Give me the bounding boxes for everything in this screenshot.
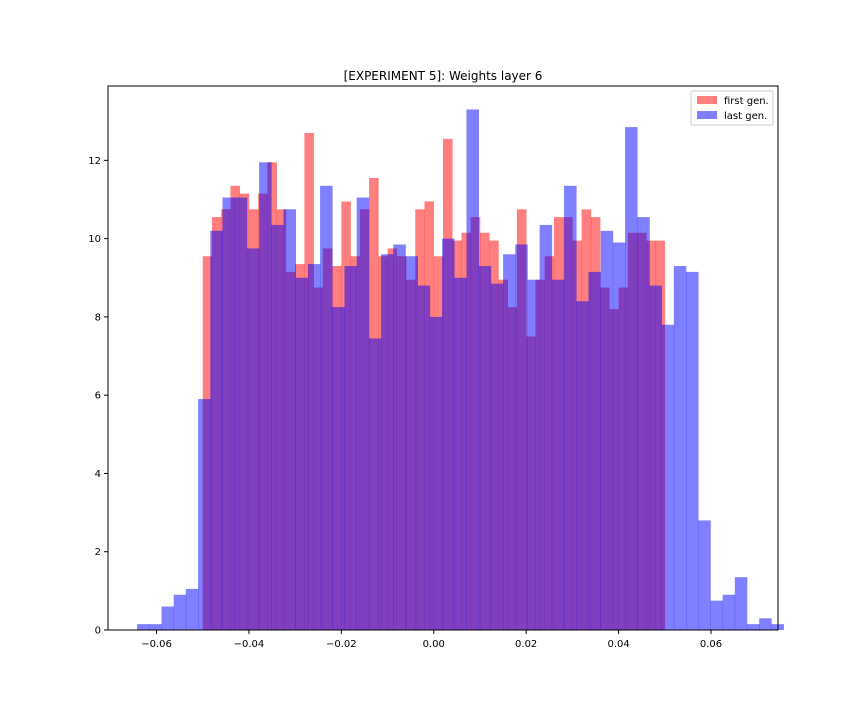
bar-last-gen-15 — [320, 185, 333, 630]
bar-last-gen-38 — [600, 230, 614, 630]
bar-last-gen-37 — [588, 271, 601, 630]
bar-last-gen-19 — [368, 338, 382, 630]
legend-swatch-first-gen — [697, 96, 717, 104]
bar-last-gen-11 — [271, 224, 284, 631]
legend: first gen. last gen. — [690, 90, 774, 126]
y-tick-label: 4 — [95, 469, 101, 480]
bar-last-gen-25 — [442, 238, 455, 630]
x-tick-label: 0.02 — [515, 639, 537, 650]
x-tick-label: 0.04 — [607, 639, 629, 650]
bar-last-gen-1 — [149, 624, 162, 630]
bar-last-gen-12 — [283, 209, 296, 630]
bar-last-gen-0 — [137, 624, 150, 630]
bar-last-gen-48 — [722, 594, 736, 630]
bar-last-gen-45 — [686, 271, 699, 630]
plot-area-frame — [107, 85, 779, 631]
y-tick-label: 0 — [95, 626, 101, 637]
bars-layer — [137, 109, 784, 631]
bar-last-gen-23 — [417, 285, 431, 630]
bar-last-gen-7 — [222, 197, 235, 631]
bar-last-gen-14 — [307, 264, 321, 630]
bar-last-gen-31 — [515, 244, 528, 630]
x-axis: −0.06 −0.04 −0.02 0.00 0.02 0.04 0.06 — [141, 630, 722, 650]
bar-last-gen-21 — [393, 244, 406, 630]
bar-last-gen-35 — [564, 185, 577, 630]
bar-last-gen-36 — [576, 301, 589, 630]
bar-last-gen-51 — [759, 618, 772, 630]
bar-last-gen-18 — [356, 197, 370, 631]
bar-last-gen-29 — [490, 283, 504, 630]
bar-last-gen-4 — [185, 588, 199, 630]
x-tick-label: 0.00 — [423, 639, 445, 650]
bar-last-gen-33 — [539, 224, 553, 631]
bar-last-gen-44 — [673, 266, 687, 630]
y-tick-label: 8 — [95, 312, 101, 323]
bar-last-gen-13 — [295, 277, 309, 630]
bar-last-gen-16 — [332, 307, 345, 630]
legend-label-last-gen: last gen. — [724, 111, 767, 122]
x-tick-label: 0.06 — [700, 639, 722, 650]
x-tick-label: −0.04 — [234, 639, 265, 650]
bar-last-gen-40 — [625, 127, 638, 630]
y-tick-label: 2 — [95, 547, 101, 558]
bar-last-gen-34 — [551, 279, 565, 630]
bar-last-gen-28 — [478, 266, 492, 630]
bar-last-gen-6 — [210, 230, 223, 630]
bar-last-gen-24 — [429, 316, 443, 630]
bar-last-gen-9 — [246, 248, 260, 630]
bar-last-gen-43 — [661, 324, 675, 630]
y-tick-label: 10 — [88, 234, 101, 245]
y-axis: 0 2 4 6 8 10 12 — [88, 156, 108, 637]
bar-last-gen-32 — [527, 279, 540, 630]
bar-last-gen-8 — [234, 197, 248, 631]
x-tick-label: −0.02 — [326, 639, 357, 650]
bar-last-gen-10 — [259, 162, 272, 631]
bar-last-gen-26 — [454, 277, 467, 630]
bar-last-gen-42 — [649, 285, 662, 630]
bar-last-gen-20 — [381, 254, 394, 630]
y-tick-label: 6 — [95, 391, 101, 402]
bar-last-gen-5 — [198, 399, 211, 630]
bar-last-gen-17 — [344, 266, 357, 630]
bar-last-gen-50 — [747, 624, 760, 630]
bar-last-gen-22 — [405, 256, 418, 630]
bar-last-gen-2 — [161, 606, 175, 630]
x-tick-label: −0.06 — [141, 639, 172, 650]
bar-last-gen-3 — [173, 594, 187, 630]
legend-swatch-last-gen — [697, 111, 717, 119]
bar-last-gen-41 — [637, 217, 650, 630]
bar-last-gen-30 — [503, 254, 516, 630]
bar-last-gen-47 — [710, 600, 723, 630]
legend-label-first-gen: first gen. — [724, 96, 769, 107]
bar-last-gen-46 — [698, 520, 711, 630]
y-tick-label: 12 — [88, 156, 101, 167]
chart-title: [EXPERIMENT 5]: Weights layer 6 — [344, 69, 543, 83]
bar-last-gen-27 — [466, 109, 479, 631]
bar-last-gen-49 — [734, 577, 748, 630]
bar-last-gen-39 — [612, 242, 626, 631]
